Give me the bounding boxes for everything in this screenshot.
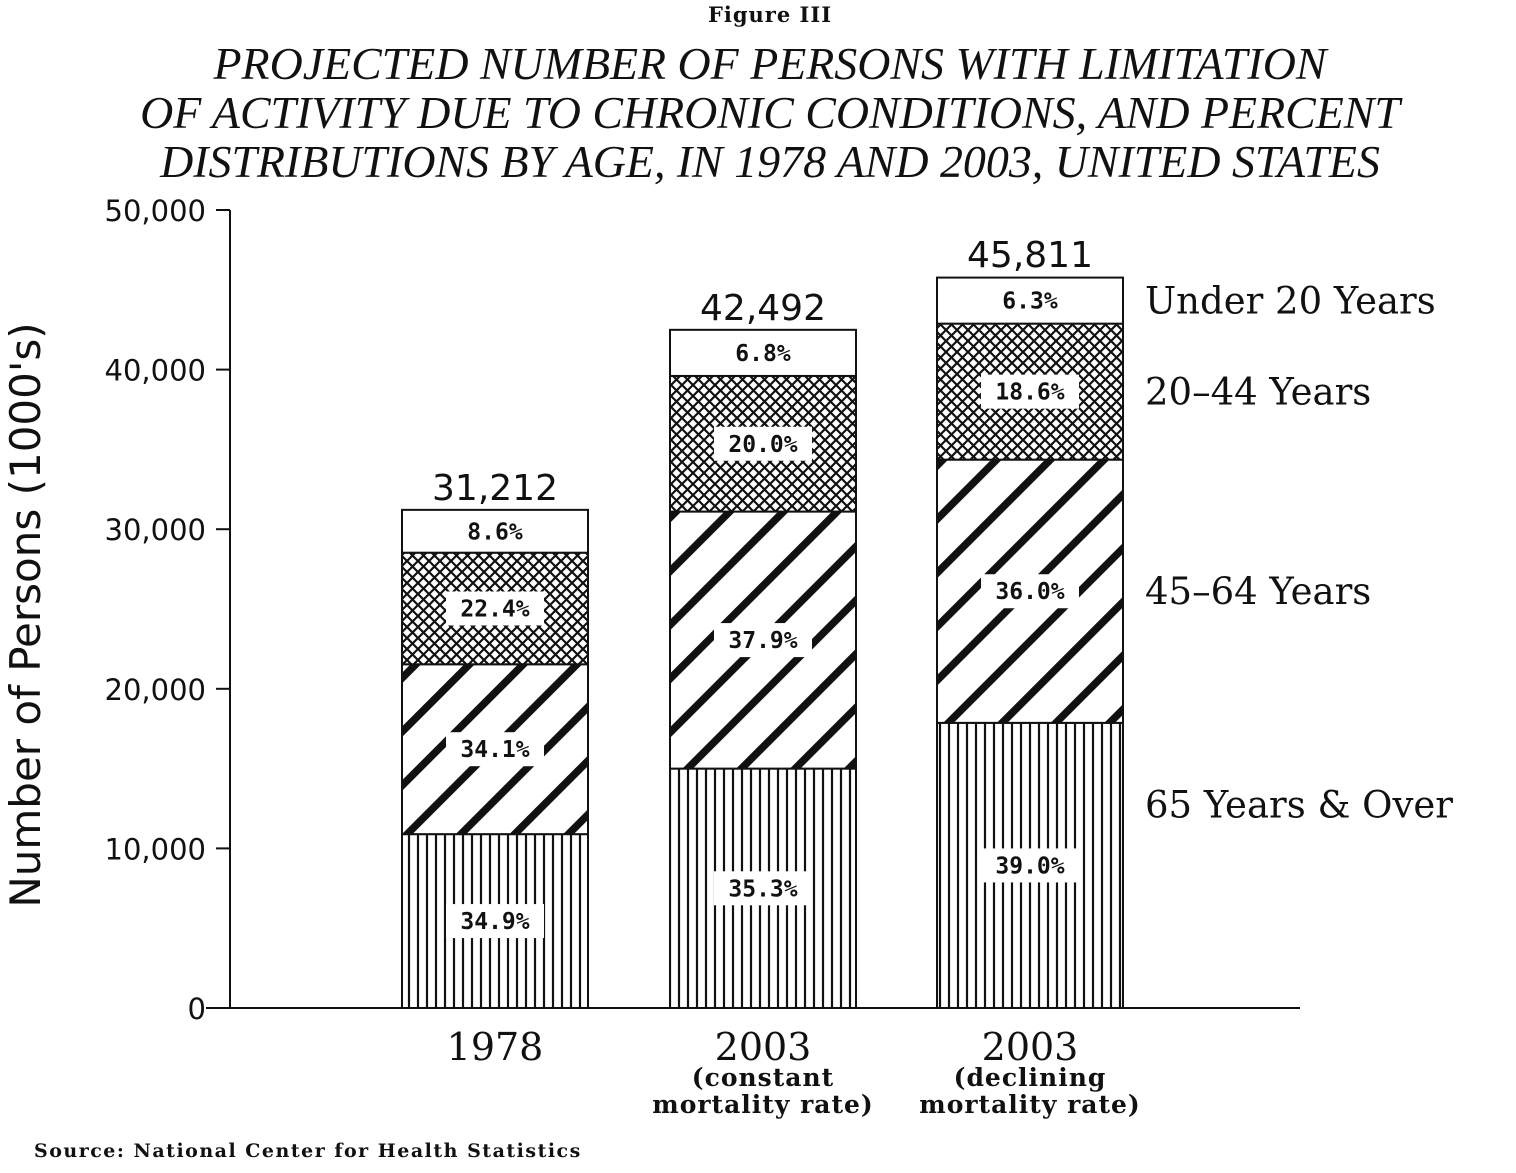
x-category-label: 2003 (715, 1025, 812, 1069)
percent-label-bg (981, 574, 1079, 609)
bar-total-label: 42,492 (700, 288, 826, 329)
bars: 34.9% 34.1% 22.4% 8.6% 35.3% 37.9% 20.0% 6.8% 39… (401, 276, 1124, 1009)
x-category-sublabel: (declining (954, 1063, 1107, 1092)
y-tick-label: 0 (188, 992, 206, 1026)
percent-label-bg (451, 518, 539, 545)
title-line-1: PROJECTED NUMBER OF PERSONS WITH LIMITAT… (213, 39, 1327, 89)
figure-label: Figure III (707, 2, 833, 27)
percent-label: 35.3% (728, 876, 797, 902)
y-tick-label: 20,000 (105, 673, 206, 707)
legend: 65 Years & Over 45–64 Years 20–44 Years Und… (1145, 280, 1453, 827)
percent-label: 34.9% (460, 909, 529, 935)
y-tick-label: 10,000 (105, 832, 206, 866)
percent-label-bg (719, 339, 807, 366)
title-line-2: OF ACTIVITY DUE TO CHRONIC CONDITIONS, A… (140, 88, 1400, 138)
x-category-sublabel: mortality rate) (652, 1090, 873, 1119)
percent-label: 6.3% (1002, 289, 1058, 315)
percent-label: 6.8% (735, 341, 791, 367)
percent-label: 39.0% (995, 853, 1064, 879)
percent-label: 37.9% (728, 628, 797, 654)
x-category-sublabel: (constant (692, 1063, 834, 1092)
bar-segment (669, 328, 857, 377)
y-tick-label: 30,000 (105, 513, 206, 547)
legend-label: 20–44 Years (1145, 371, 1371, 414)
legend-label: 45–64 Years (1145, 570, 1371, 613)
percent-label-bg (986, 287, 1074, 314)
percent-label: 18.6% (995, 380, 1064, 406)
percent-label-bg (714, 871, 812, 906)
percent-label: 34.1% (460, 737, 529, 763)
x-category-label: 2003 (982, 1025, 1079, 1069)
percent-label-bg (981, 848, 1079, 883)
title-line-3: DISTRIBUTIONS BY AGE, IN 1978 AND 2003, … (160, 137, 1380, 187)
percent-label: 8.6% (467, 519, 523, 545)
bar-total-label: 31,212 (432, 468, 558, 509)
percent-label-bg (446, 591, 544, 626)
percent-label-bg (981, 374, 1079, 409)
y-tick-label: 50,000 (105, 194, 206, 228)
chart-title: PROJECTED NUMBER OF PERSONS WITH LIMITAT… (25, 40, 1514, 187)
y-tick-label: 40,000 (105, 354, 206, 388)
percent-label: 36.0% (995, 579, 1064, 605)
x-category-sublabel: mortality rate) (919, 1090, 1140, 1119)
percent-label: 22.4% (460, 596, 529, 622)
percent-label-bg (446, 904, 544, 939)
source-note: Source: National Center for Health Stati… (34, 1140, 582, 1162)
percent-label: 20.0% (728, 432, 797, 458)
y-axis-label: Number of Persons (1000's) (1, 322, 50, 907)
percent-label-bg (714, 426, 812, 461)
x-category-label: 1978 (447, 1025, 544, 1069)
legend-label: Under 20 Years (1145, 280, 1436, 323)
percent-label-bg (714, 623, 812, 658)
bar-total-label: 45,811 (967, 235, 1093, 276)
legend-label: 65 Years & Over (1145, 784, 1453, 827)
percent-label-bg (446, 732, 544, 767)
